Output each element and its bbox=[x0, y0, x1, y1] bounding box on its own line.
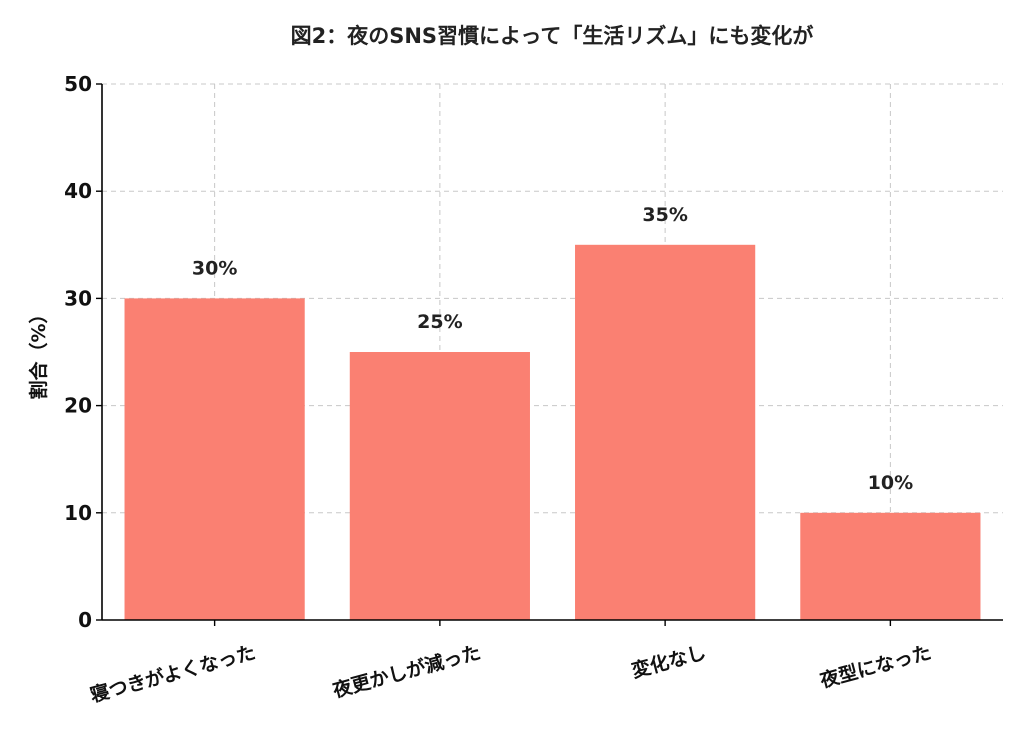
x-tick-label: 夜型になった bbox=[817, 641, 934, 693]
data-label: 25% bbox=[417, 311, 462, 333]
y-tick-label: 40 bbox=[64, 179, 92, 203]
bars: 30% 25% 35% 10% bbox=[124, 204, 981, 621]
bar bbox=[575, 244, 756, 621]
y-tick-label: 30 bbox=[64, 286, 92, 310]
y-axis-label: 割合（%） bbox=[27, 304, 50, 399]
chart-title: 図2：夜のSNS習慣によって「生活リズム」にも変化が bbox=[291, 24, 814, 48]
x-tick-label: 寝つきがよくなった bbox=[88, 641, 258, 707]
y-tick-label: 20 bbox=[64, 394, 92, 418]
data-label: 10% bbox=[868, 472, 913, 494]
bar bbox=[349, 352, 530, 620]
y-tick-label: 50 bbox=[64, 72, 92, 96]
data-label: 30% bbox=[192, 257, 237, 279]
data-label: 35% bbox=[642, 204, 687, 226]
x-tick-label: 夜更かしが減った bbox=[329, 641, 483, 703]
x-tick-label: 変化なし bbox=[629, 641, 708, 683]
bar bbox=[800, 512, 981, 620]
y-tick-label: 0 bbox=[78, 608, 92, 632]
bar bbox=[124, 298, 305, 620]
y-tick-label: 10 bbox=[64, 501, 92, 525]
